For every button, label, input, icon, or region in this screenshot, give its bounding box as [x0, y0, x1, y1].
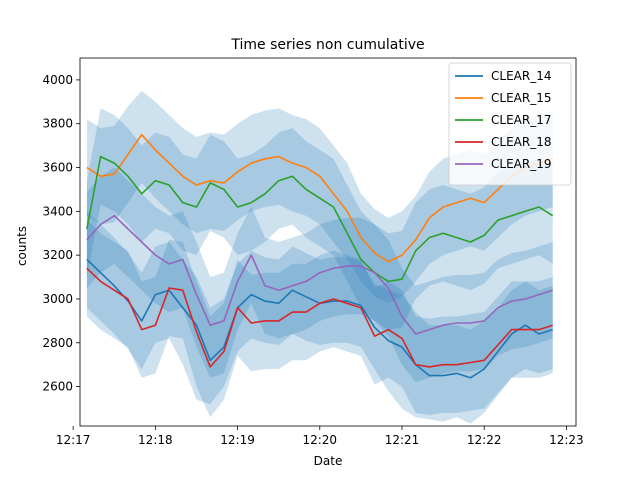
series-lines [86, 133, 554, 379]
legend-label: CLEAR_17 [491, 113, 551, 127]
chart-title: Time series non cumulative [230, 37, 424, 53]
legend-label: CLEAR_18 [491, 135, 551, 149]
x-axis-ticks: 12:17 12:18 12:19 12:20 12:21 12:22 12:23 [56, 426, 584, 447]
axes-frame [79, 57, 577, 427]
y-tick-label: 2600 [42, 380, 73, 394]
confidence-bands [86, 90, 553, 424]
y-tick-label: 3800 [42, 117, 73, 131]
band-clear-17 [86, 108, 553, 330]
y-tick-label: 3000 [42, 292, 73, 306]
x-tick-label: 12:18 [138, 433, 173, 447]
legend-label: CLEAR_15 [491, 91, 551, 105]
y-tick-label: 2800 [42, 336, 73, 350]
x-axis-label: Date [314, 454, 343, 468]
series-line-clear-18 [86, 267, 553, 368]
legend-label: CLEAR_19 [491, 157, 551, 171]
legend-box [448, 62, 572, 186]
y-tick-label: 4000 [42, 73, 73, 87]
y-axis-ticks: 2600 2800 3000 3200 3400 3600 3800 4000 [42, 73, 80, 394]
series-line-clear-19 [86, 214, 553, 335]
band-clear-14 [86, 211, 553, 424]
x-tick-label: 12:19 [220, 433, 255, 447]
legend: CLEAR_14 CLEAR_15 CLEAR_17 CLEAR_18 CLEAR_19 [448, 62, 572, 186]
band-clear-15 [86, 90, 553, 304]
y-axis-label: counts [15, 226, 29, 266]
x-tick-label: 12:17 [56, 433, 91, 447]
band-clear-19 [86, 167, 553, 383]
legend-label: CLEAR_14 [491, 69, 551, 83]
x-tick-label: 12:23 [549, 433, 584, 447]
series-line-clear-15 [86, 133, 553, 263]
y-tick-label: 3200 [42, 248, 73, 262]
x-tick-label: 12:21 [385, 433, 420, 447]
x-tick-label: 12:20 [302, 433, 337, 447]
x-tick-label: 12:22 [467, 433, 502, 447]
y-tick-label: 3400 [42, 204, 73, 218]
band-clear-18 [86, 220, 553, 418]
y-tick-label: 3600 [42, 161, 73, 175]
series-line-clear-17 [86, 155, 554, 283]
